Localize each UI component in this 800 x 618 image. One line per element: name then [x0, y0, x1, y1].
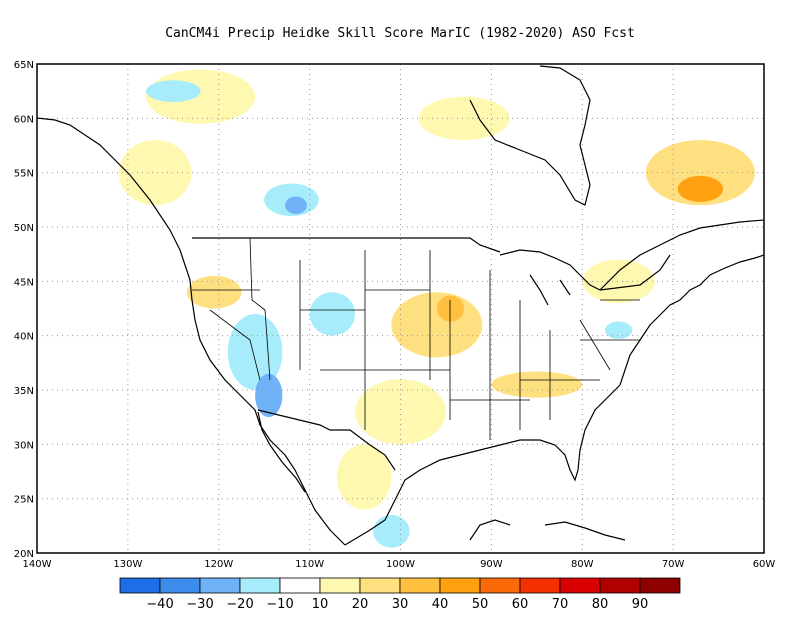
us-mexico-border — [257, 409, 396, 471]
lon-tick-label: 90W — [480, 559, 503, 570]
colorbar-swatch — [319, 577, 361, 594]
region-labrador-max — [677, 175, 724, 203]
region-southeast-positive — [491, 371, 583, 398]
yucatan — [469, 519, 511, 541]
hudson-bay — [469, 65, 591, 206]
lon-tick-label: 120W — [204, 559, 233, 570]
lon-tick-label: 140W — [23, 559, 52, 570]
colorbar-swatch — [399, 577, 441, 594]
lon-tick-label: 130W — [113, 559, 142, 570]
colorbar-swatch — [199, 577, 241, 594]
lat-tick-label: 35N — [14, 386, 34, 397]
colorbar-label: 50 — [472, 597, 489, 612]
plot-frame — [36, 63, 765, 554]
chart-title: CanCM4i Precip Heidke Skill Score MarIC … — [165, 26, 635, 41]
region-mexico-positive — [336, 444, 392, 510]
lat-tick-label: 30N — [14, 440, 34, 451]
colorbar-swatch — [239, 577, 281, 594]
lat-tick-label: 45N — [14, 277, 34, 288]
colorbar-label: −10 — [266, 597, 293, 612]
latitude-tick-labels: 20N 25N 30N 35N 40N 45N 50N 55N 60N 65N — [14, 60, 34, 560]
colorbar-swatch — [359, 577, 401, 594]
region-iowa-core — [436, 295, 465, 322]
region-mexico-negative — [373, 514, 410, 548]
region-arizona-negative — [255, 373, 283, 418]
region-texas-positive — [355, 379, 446, 445]
state-lines — [192, 237, 640, 440]
lat-tick-label: 50N — [14, 223, 34, 234]
colorbar-swatch — [439, 577, 481, 594]
lat-tick-label: 40N — [14, 332, 34, 343]
region-quebec-positive — [645, 140, 755, 206]
st-lawrence — [599, 219, 764, 291]
longitude-tick-labels: 140W 130W 120W 110W 100W 90W 80W 70W 60W — [23, 559, 776, 570]
lat-tick-label: 65N — [14, 60, 34, 71]
lat-tick-label: 25N — [14, 495, 34, 506]
lon-tick-label: 70W — [662, 559, 685, 570]
colorbar-label: 20 — [352, 597, 369, 612]
lon-tick-label: 110W — [295, 559, 324, 570]
colorbar-label: −20 — [226, 597, 253, 612]
region-oregon-positive — [186, 275, 242, 309]
gulf-coastline — [344, 384, 621, 546]
west-coastline — [37, 117, 346, 546]
colorbar-swatch — [599, 577, 641, 594]
colorbar-label: 10 — [312, 597, 329, 612]
colorbar-label: 70 — [552, 597, 569, 612]
region-plains-positive — [391, 292, 483, 358]
region-ny-negative — [604, 321, 633, 339]
cuba — [544, 521, 626, 541]
colorbar-swatch — [639, 577, 681, 594]
colorbar-swatch — [519, 577, 561, 594]
coastlines-and-borders — [37, 65, 764, 546]
colorbar-swatch — [559, 577, 601, 594]
us-canada-border — [192, 237, 671, 291]
region-manitoba-negative-core — [285, 196, 307, 214]
colorbar-swatch — [479, 577, 521, 594]
baja-peninsula — [257, 411, 306, 493]
colorbar-label: −30 — [186, 597, 213, 612]
east-coastline — [619, 254, 764, 386]
great-lakes — [499, 249, 601, 306]
lon-tick-label: 60W — [753, 559, 776, 570]
skill-score-shading — [118, 69, 755, 548]
colorbar — [119, 577, 681, 594]
region-colorado-negative — [309, 292, 356, 336]
colorbar-label: 60 — [512, 597, 529, 612]
colorbar-label: 90 — [632, 597, 649, 612]
colorbar-label: 30 — [392, 597, 409, 612]
colorbar-label: 40 — [432, 597, 449, 612]
colorbar-label: −40 — [146, 597, 173, 612]
lat-tick-label: 55N — [14, 169, 34, 180]
colorbar-swatch — [119, 577, 161, 594]
region-northeast-positive — [582, 259, 655, 304]
lat-tick-label: 20N — [14, 549, 34, 560]
colorbar-swatch — [279, 577, 321, 594]
colorbar-labels: −40 −30 −20 −10 10 20 30 40 50 60 70 80 90 — [146, 597, 648, 612]
lon-tick-label: 100W — [386, 559, 415, 570]
lon-tick-label: 80W — [571, 559, 594, 570]
colorbar-label: 80 — [592, 597, 609, 612]
colorbar-swatch — [159, 577, 201, 594]
region-great-basin-negative — [227, 313, 283, 390]
region-alaska-negative — [146, 80, 201, 103]
region-bc-positive — [118, 140, 192, 206]
lat-tick-label: 60N — [14, 114, 34, 125]
